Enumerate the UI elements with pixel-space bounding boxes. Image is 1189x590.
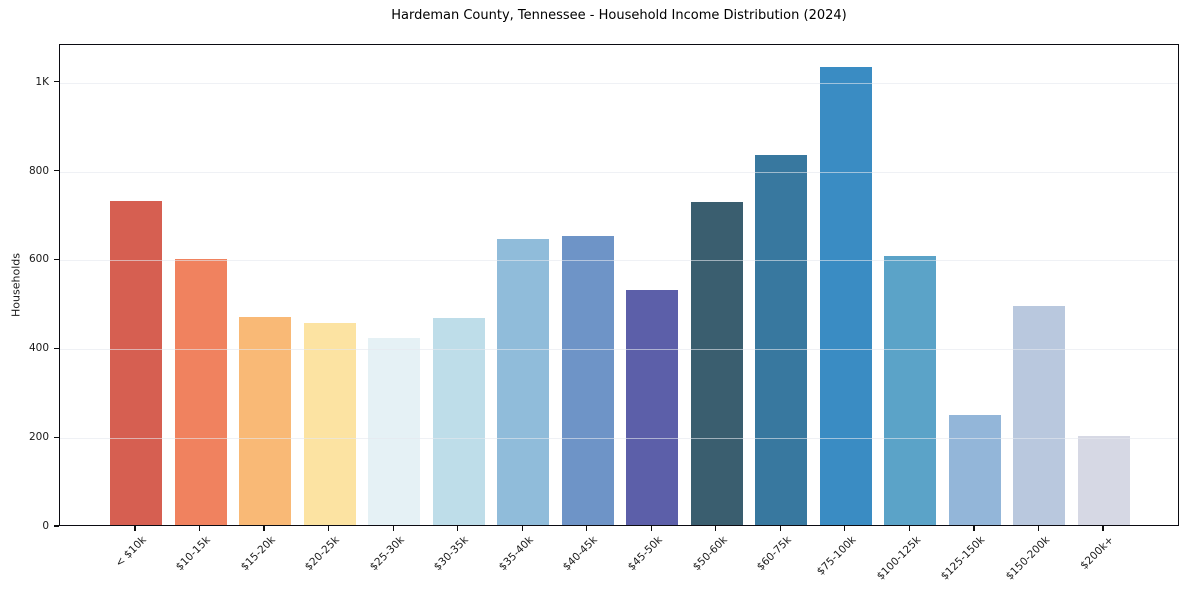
x-axis-tick: [457, 526, 459, 531]
y-axis-tick: [54, 436, 59, 438]
gridline: [60, 171, 1178, 173]
x-tick-label: $35-40k: [496, 534, 536, 574]
x-tick-label: $150-200k: [1003, 534, 1052, 583]
y-axis-tick: [54, 81, 59, 83]
x-tick-label: $200k+: [1078, 534, 1117, 572]
bar: [690, 201, 743, 525]
x-axis-tick: [392, 526, 394, 531]
x-axis-tick: [1037, 526, 1040, 531]
x-axis-tick: [650, 526, 652, 531]
x-axis-tick: [844, 526, 846, 531]
x-tick-label: $100-125k: [874, 534, 923, 583]
bar: [110, 200, 162, 525]
y-tick-label: 200: [28, 431, 49, 444]
y-axis-tick: [54, 258, 59, 261]
chart-title: Hardeman County, Tennessee - Household I…: [391, 8, 847, 23]
y-tick-label: 0: [42, 520, 49, 532]
y-tick-label: 400: [28, 342, 49, 355]
x-axis-tick: [779, 526, 781, 531]
y-axis-tick: [54, 525, 59, 527]
x-axis-tick: [715, 526, 717, 531]
x-tick-label: $50-60k: [690, 534, 730, 574]
bar: [497, 238, 550, 525]
gridline: [60, 438, 1178, 440]
x-axis-tick: [521, 526, 523, 531]
bar: [174, 259, 227, 525]
x-axis-tick: [973, 526, 975, 531]
x-axis-tick: [1102, 526, 1104, 531]
y-tick-label: 800: [28, 164, 49, 177]
bar: [561, 235, 614, 525]
gridline: [60, 260, 1178, 262]
gridline: [60, 349, 1178, 351]
bar: [819, 67, 872, 525]
y-tick-label: 1K: [35, 75, 49, 88]
x-axis-tick: [908, 526, 910, 531]
x-tick-label: $15-20k: [238, 534, 278, 574]
x-axis-tick: [198, 526, 201, 531]
bar: [1013, 305, 1066, 525]
x-axis-tick: [328, 526, 330, 531]
x-tick-label: $75-100k: [814, 534, 859, 578]
bar: [239, 316, 292, 525]
x-tick-label: $25-30k: [367, 534, 407, 574]
y-axis-tick: [54, 170, 59, 172]
x-tick-label: $125-150k: [938, 534, 988, 583]
x-tick-label: $20-25k: [303, 534, 343, 574]
x-tick-label: $60-75k: [754, 534, 794, 574]
x-tick-label: $10-15k: [173, 534, 214, 574]
y-axis-tick: [54, 347, 59, 349]
bar: [755, 155, 808, 525]
bar: [432, 317, 485, 525]
x-tick-label: $45-50k: [625, 534, 665, 574]
bar: [1078, 435, 1130, 525]
x-axis-tick: [263, 526, 265, 531]
x-axis-tick: [134, 526, 136, 531]
y-tick-label: 600: [28, 253, 49, 266]
bar: [368, 338, 421, 525]
x-tick-label: < $10k: [112, 534, 149, 570]
bar: [884, 255, 937, 525]
x-tick-label: $30-35k: [432, 534, 472, 574]
x-axis-tick: [586, 526, 588, 531]
bar: [303, 322, 356, 525]
plot-area: [59, 44, 1179, 526]
bar: [626, 290, 679, 525]
bar: [948, 414, 1001, 525]
x-tick-label: $40-45k: [561, 534, 601, 574]
gridline: [60, 82, 1178, 84]
